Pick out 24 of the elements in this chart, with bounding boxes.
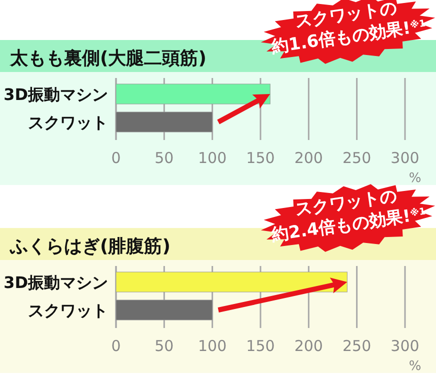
x-tick-label: 300: [390, 337, 420, 355]
x-tick-label: 200: [294, 149, 323, 167]
x-tick-label: 150: [246, 149, 275, 167]
x-tick-label: 250: [342, 149, 372, 167]
x-tick-label: 0: [111, 149, 121, 167]
chart-title: ふくらはぎ(腓腹筋): [9, 236, 170, 257]
y-tick-label: 3D振動マシン: [4, 273, 108, 292]
x-tick-label: 300: [390, 149, 420, 167]
x-tick-label: 100: [198, 337, 227, 355]
x-tick-label: 50: [154, 337, 174, 355]
x-tick-label: 200: [294, 337, 323, 355]
x-tick-label: 0: [111, 337, 121, 355]
chart-title: 太もも裏側(大腿二頭筋): [9, 48, 206, 69]
y-tick-label: スクワット: [28, 113, 108, 132]
x-tick-label: 100: [198, 149, 227, 167]
y-tick-label: スクワット: [28, 301, 108, 320]
x-tick-label: 150: [246, 337, 275, 355]
x-tick-label: 50: [154, 149, 174, 167]
x-axis-title: %: [408, 171, 422, 186]
x-axis-title: %: [408, 359, 422, 374]
x-tick-label: 250: [342, 337, 372, 355]
annotation: スクワットの 約2.4倍もの効果!$^{※1}$: [270, 186, 428, 246]
annotation: スクワットの 約1.6倍もの効果!$^{※1}$: [270, 0, 428, 58]
y-tick-label: 3D振動マシン: [4, 85, 108, 104]
